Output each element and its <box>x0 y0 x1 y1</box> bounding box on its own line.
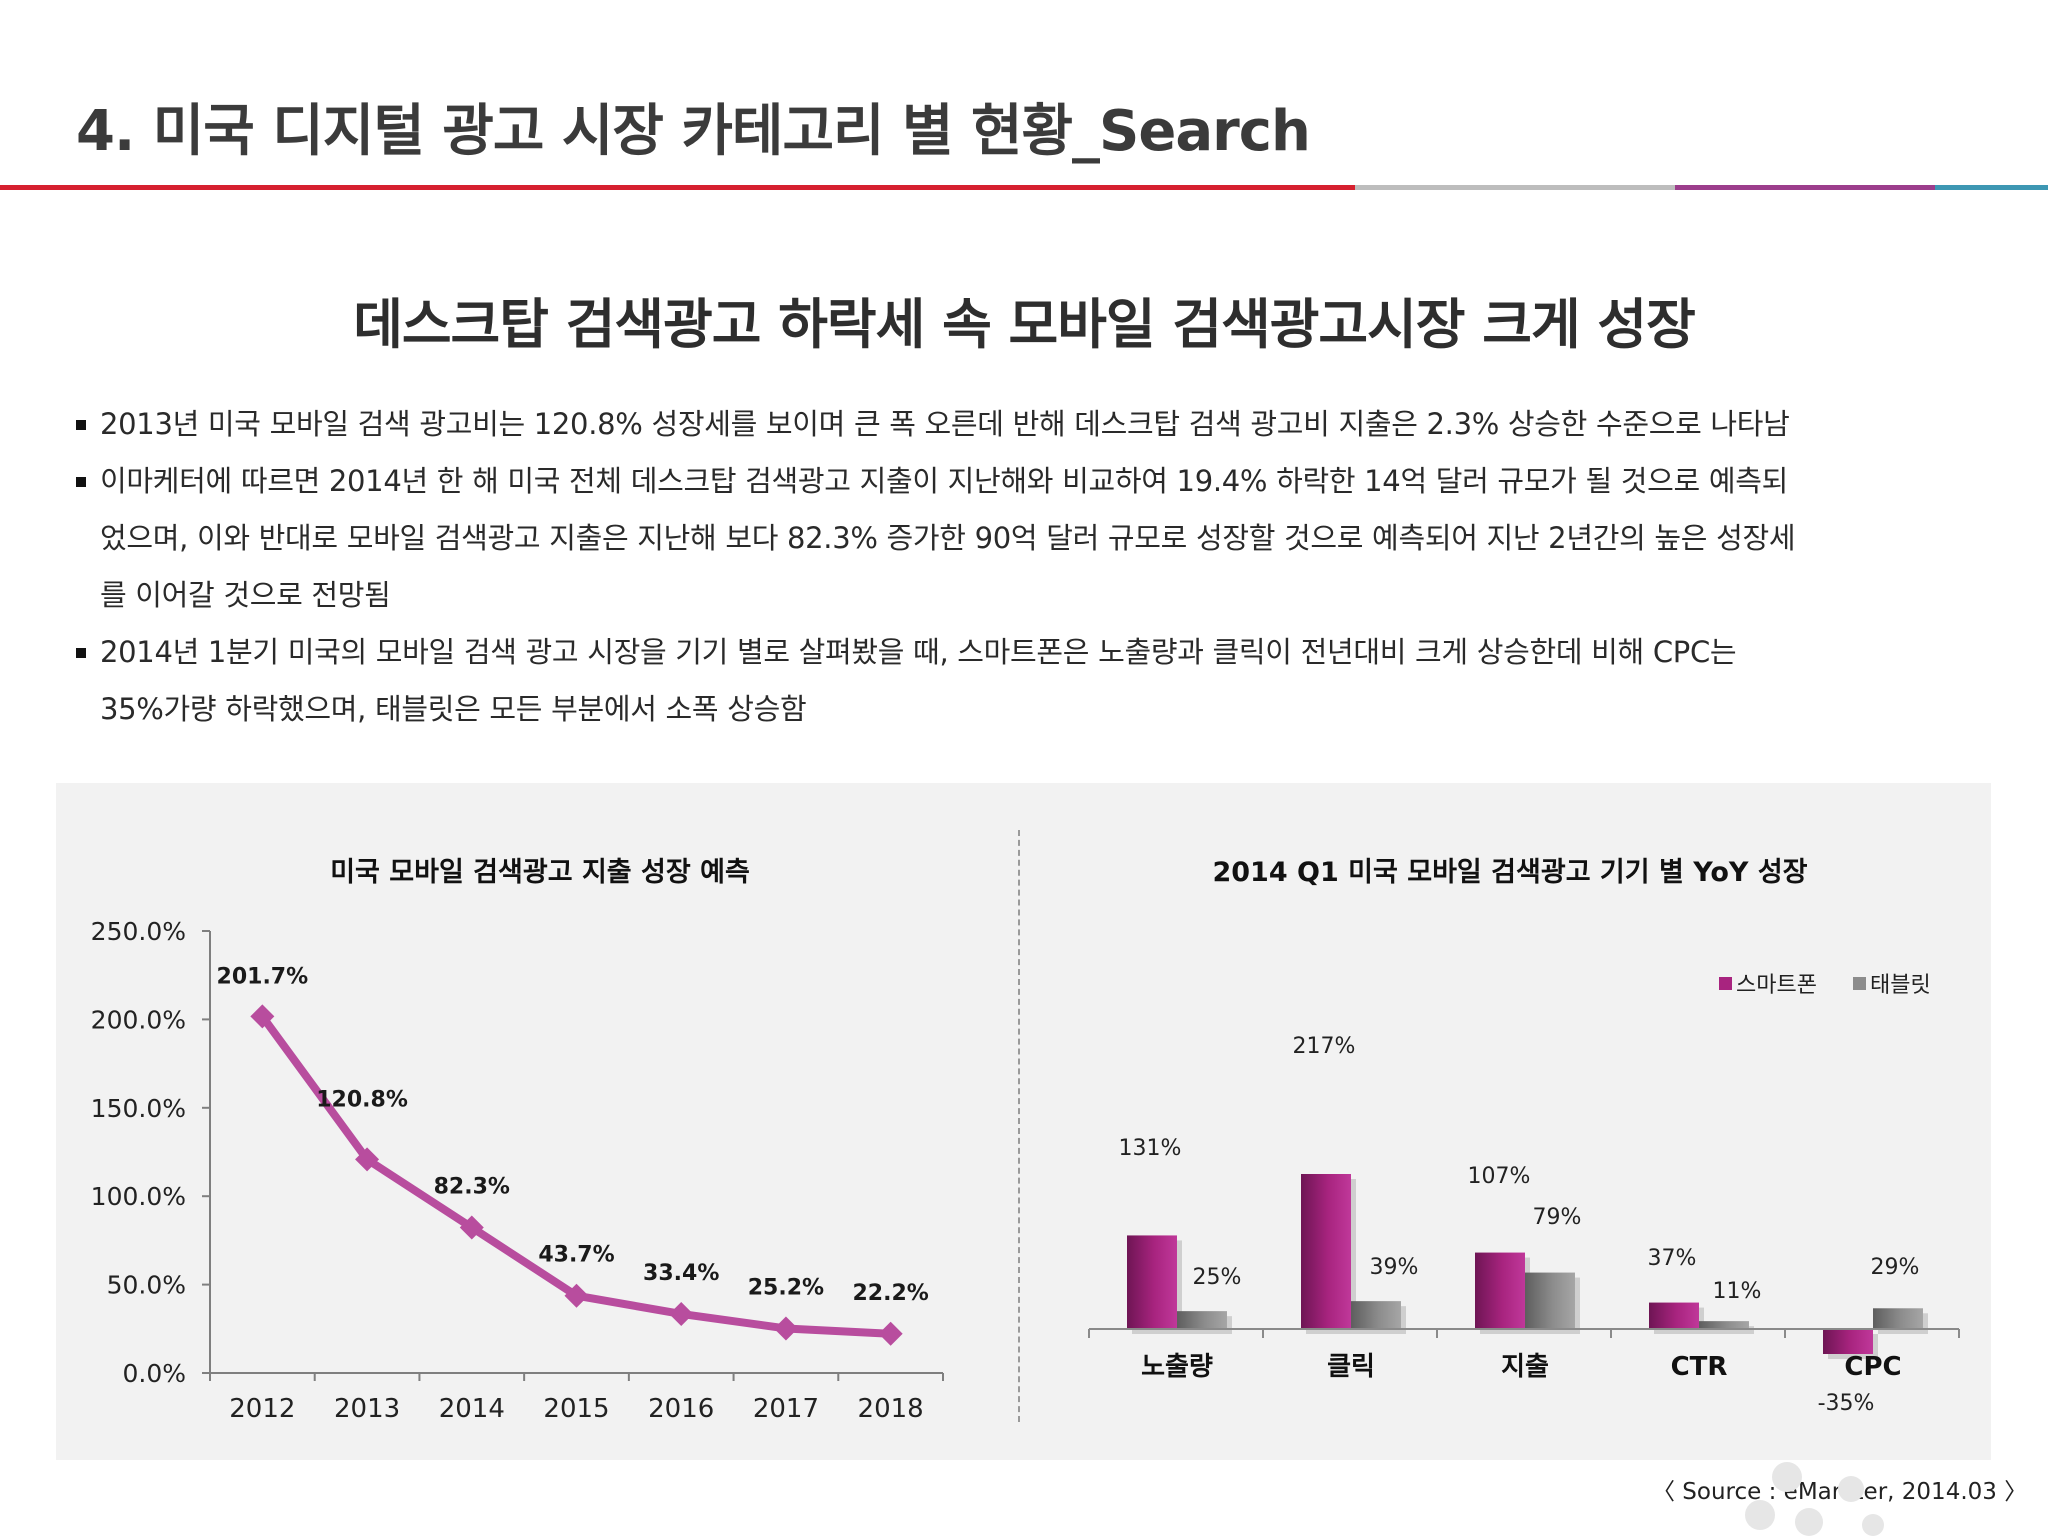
data-label: 33.4% <box>643 1261 719 1286</box>
bullet-line: 2014년 1분기 미국의 모바일 검색 광고 시장을 기기 별로 살펴봤을 때… <box>100 635 1737 669</box>
bar-smartphone <box>1475 1252 1525 1329</box>
bar-tablet <box>1873 1308 1923 1329</box>
decor-dot <box>1772 1462 1802 1492</box>
category-label: 클릭 <box>1327 1352 1375 1382</box>
x-tick-label: 2015 <box>543 1394 609 1424</box>
bar-smartphone <box>1301 1173 1351 1329</box>
data-label: 120.8% <box>316 1087 408 1112</box>
data-label: 25.2% <box>748 1275 824 1300</box>
decor-dot <box>1838 1476 1864 1502</box>
data-label: 37% <box>1648 1246 1697 1271</box>
data-label: 43.7% <box>538 1243 614 1268</box>
y-tick-label: 250.0% <box>91 917 186 946</box>
page-title: 4. 미국 디지털 광고 시장 카테고리 별 현황_Search <box>76 99 1311 164</box>
data-point <box>669 1301 694 1326</box>
bullet-line: 었으며, 이와 반대로 모바일 검색광고 지출은 지난해 보다 82.3% 증가… <box>100 521 1796 555</box>
x-tick-label: 2013 <box>334 1394 400 1424</box>
data-label: 201.7% <box>217 964 309 989</box>
bar-smartphone <box>1127 1235 1177 1329</box>
x-tick-label: 2018 <box>858 1394 924 1424</box>
data-point <box>878 1321 903 1346</box>
decor-dot <box>1862 1514 1884 1536</box>
data-label: -35% <box>1818 1391 1875 1416</box>
bullet-item: 이마케터에 따르면 2014년 한 해 미국 전체 데스크탑 검색광고 지출이 … <box>74 453 1974 624</box>
data-point <box>250 1004 275 1029</box>
legend-swatch-tablet <box>1853 977 1866 990</box>
line-chart-title: 미국 모바일 검색광고 지출 성장 예측 <box>330 857 750 888</box>
headline: 데스크탑 검색광고 하락세 속 모바일 검색광고시장 크게 성장 <box>353 293 1696 356</box>
y-tick-label: 200.0% <box>91 1005 186 1034</box>
x-tick-label: 2017 <box>753 1394 819 1424</box>
x-tick-label: 2012 <box>229 1394 295 1424</box>
bullet-list: 2013년 미국 모바일 검색 광고비는 120.8% 성장세를 보이며 큰 폭… <box>74 396 1974 738</box>
bar-tablet <box>1177 1311 1227 1329</box>
bar-tablet <box>1351 1301 1401 1329</box>
x-tick-label: 2014 <box>439 1394 505 1424</box>
category-label: CPC <box>1844 1352 1901 1382</box>
category-label: 노출량 <box>1141 1352 1213 1382</box>
data-label: 11% <box>1713 1279 1762 1304</box>
bar-smartphone <box>1823 1329 1873 1355</box>
bar-tablet <box>1699 1321 1749 1329</box>
bullet-square-icon <box>76 477 86 487</box>
y-tick-label: 50.0% <box>107 1271 186 1300</box>
data-label: 22.2% <box>852 1281 928 1306</box>
data-point <box>773 1316 798 1341</box>
legend-swatch-smartphone <box>1719 977 1732 990</box>
legend-label-tablet: 태블릿 <box>1870 973 1931 998</box>
y-tick-label: 100.0% <box>91 1182 186 1211</box>
bar-tablet <box>1525 1272 1575 1329</box>
data-label: 131% <box>1119 1136 1182 1161</box>
chart-divider <box>1018 830 1020 1422</box>
title-rule-red <box>0 185 1355 190</box>
bullet-square-icon <box>76 648 86 658</box>
data-label: 82.3% <box>434 1174 510 1199</box>
chart-panel <box>56 783 1991 1460</box>
x-tick-label: 2016 <box>648 1394 714 1424</box>
data-point <box>459 1215 484 1240</box>
title-rule-teal <box>1935 185 2048 190</box>
data-point <box>355 1147 380 1172</box>
decor-dot <box>1795 1508 1823 1536</box>
bullet-square-icon <box>76 420 86 430</box>
y-tick-label: 0.0% <box>122 1359 186 1388</box>
data-point <box>564 1283 589 1308</box>
title-rule-gray <box>1355 185 1675 190</box>
data-label: 217% <box>1293 1034 1356 1059</box>
bullet-line: 2013년 미국 모바일 검색 광고비는 120.8% 성장세를 보이며 큰 폭… <box>100 407 1790 441</box>
category-label: 지출 <box>1501 1352 1549 1382</box>
bar-shadow <box>1704 1326 1754 1334</box>
bullet-line: 이마케터에 따르면 2014년 한 해 미국 전체 데스크탑 검색광고 지출이 … <box>100 464 1788 498</box>
y-tick-label: 150.0% <box>91 1094 186 1123</box>
decor-dot <box>1745 1500 1775 1530</box>
title-rule-purple <box>1675 185 1935 190</box>
bullet-line: 를 이어갈 것으로 전망됨 <box>100 578 391 612</box>
bar-chart-title: 2014 Q1 미국 모바일 검색광고 기기 별 YoY 성장 <box>1212 857 1808 888</box>
data-label: 79% <box>1533 1205 1582 1230</box>
bar-smartphone <box>1649 1302 1699 1329</box>
category-label: CTR <box>1671 1352 1728 1382</box>
data-label: 107% <box>1468 1164 1531 1189</box>
bullet-item: 2013년 미국 모바일 검색 광고비는 120.8% 성장세를 보이며 큰 폭… <box>74 396 1974 453</box>
data-label: 25% <box>1193 1265 1242 1290</box>
bullet-line: 35%가량 하락했으며, 태블릿은 모든 부분에서 소폭 상승함 <box>100 692 807 726</box>
legend-label-smartphone: 스마트폰 <box>1736 973 1817 998</box>
data-label: 39% <box>1370 1255 1419 1280</box>
bullet-item: 2014년 1분기 미국의 모바일 검색 광고 시장을 기기 별로 살펴봤을 때… <box>74 624 1974 738</box>
data-label: 29% <box>1871 1255 1920 1280</box>
